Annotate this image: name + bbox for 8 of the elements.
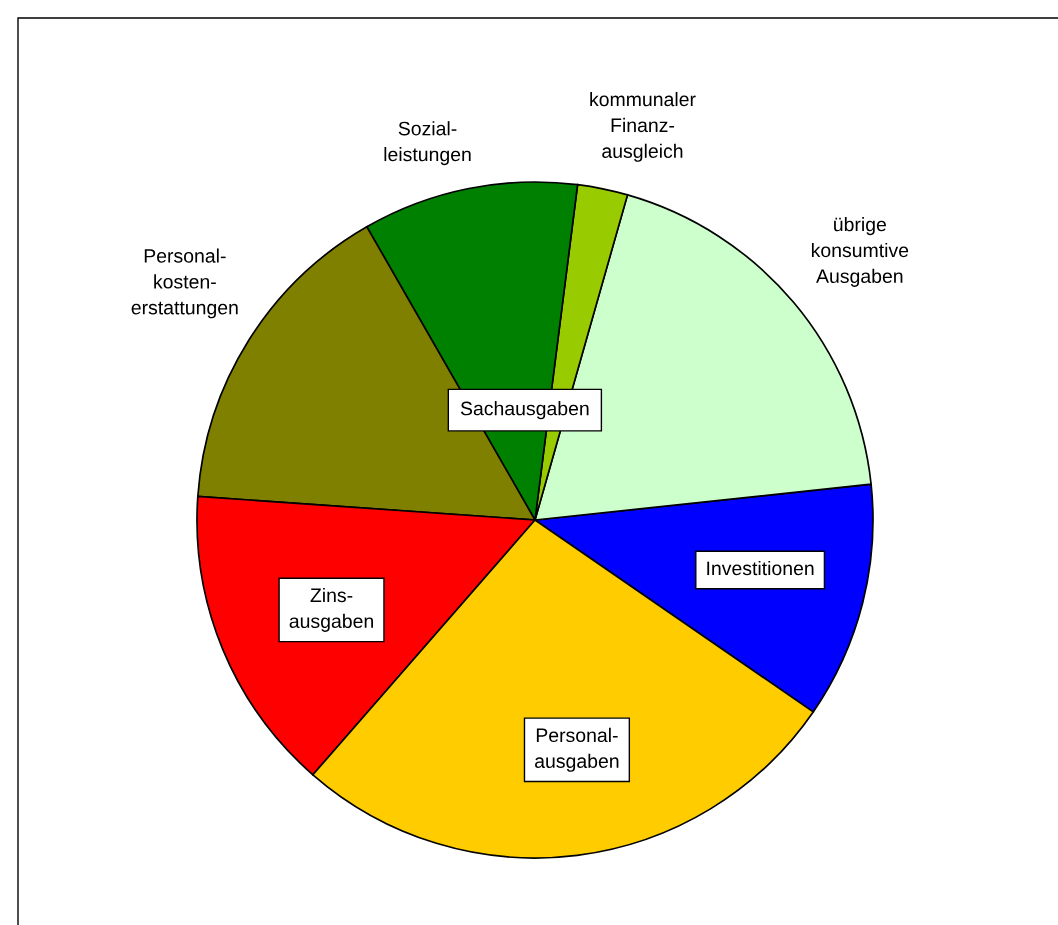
slice-label: übrige konsumtive Ausgaben xyxy=(811,217,909,287)
slice-label: Personal- ausgaben xyxy=(535,727,619,772)
slice-label: Sozial- leistungen xyxy=(384,121,471,166)
slice-label: kommunaler Finanz- ausgleich xyxy=(590,91,696,162)
slice-label: Investitionen xyxy=(707,560,814,576)
text: Sachausgaben xyxy=(460,401,589,420)
slice-label: Personal- kosten- erstattungen xyxy=(131,248,238,319)
slice-label: Zins- ausgaben xyxy=(289,587,373,632)
